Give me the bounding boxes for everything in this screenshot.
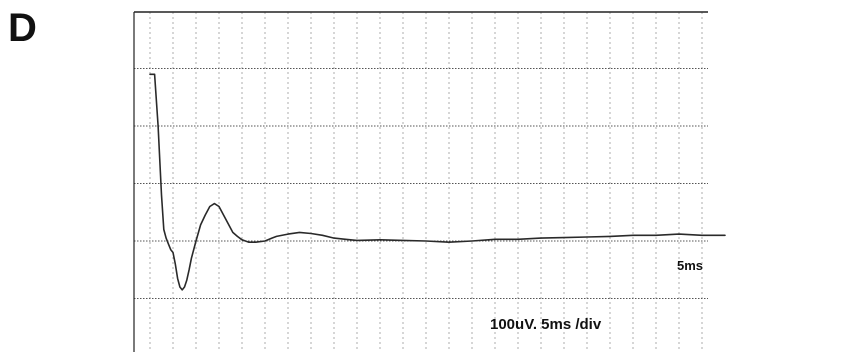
grid [134, 12, 708, 352]
time-marker-label: 5ms [677, 258, 703, 273]
panel-label: D [8, 6, 37, 50]
scale-note: 100uV. 5ms /div [490, 316, 602, 333]
waveform-trace [149, 73, 726, 291]
